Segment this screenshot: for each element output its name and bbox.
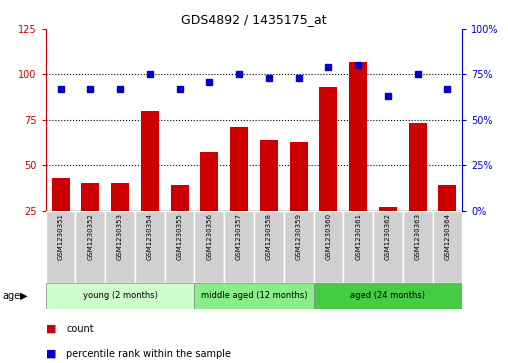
Text: ▶: ▶: [20, 291, 28, 301]
Text: ■: ■: [46, 323, 56, 334]
Text: count: count: [66, 323, 93, 334]
Bar: [379, 207, 397, 211]
Text: GSM1230363: GSM1230363: [415, 213, 421, 260]
Bar: [81, 183, 99, 211]
Bar: [432, 211, 462, 283]
Text: GSM1230360: GSM1230360: [326, 213, 331, 260]
Bar: [313, 211, 343, 283]
Text: GSM1230351: GSM1230351: [57, 213, 64, 260]
Text: GSM1230357: GSM1230357: [236, 213, 242, 260]
Text: GSM1230355: GSM1230355: [177, 213, 182, 260]
Text: GSM1230359: GSM1230359: [296, 213, 302, 260]
Text: GSM1230352: GSM1230352: [87, 213, 93, 260]
Bar: [260, 140, 278, 211]
Bar: [201, 152, 218, 211]
Text: age: age: [3, 291, 21, 301]
Bar: [105, 211, 135, 283]
Text: percentile rank within the sample: percentile rank within the sample: [66, 349, 231, 359]
Bar: [46, 211, 76, 283]
Bar: [195, 211, 224, 283]
Bar: [284, 211, 313, 283]
Title: GDS4892 / 1435175_at: GDS4892 / 1435175_at: [181, 13, 327, 26]
Bar: [224, 211, 254, 283]
Bar: [313, 283, 462, 309]
Bar: [141, 111, 159, 211]
Bar: [403, 211, 432, 283]
Text: GSM1230354: GSM1230354: [147, 213, 153, 260]
Text: GSM1230361: GSM1230361: [355, 213, 361, 260]
Text: ■: ■: [46, 349, 56, 359]
Bar: [290, 142, 307, 211]
Text: middle aged (12 months): middle aged (12 months): [201, 291, 307, 300]
Bar: [409, 123, 427, 211]
Text: GSM1230353: GSM1230353: [117, 213, 123, 260]
Bar: [438, 185, 456, 211]
Bar: [165, 211, 195, 283]
Bar: [46, 283, 195, 309]
Bar: [230, 127, 248, 211]
Bar: [111, 183, 129, 211]
Bar: [254, 211, 284, 283]
Text: GSM1230362: GSM1230362: [385, 213, 391, 260]
Bar: [52, 178, 70, 211]
Text: GSM1230358: GSM1230358: [266, 213, 272, 260]
Text: GSM1230356: GSM1230356: [206, 213, 212, 260]
Bar: [195, 283, 313, 309]
Bar: [373, 211, 403, 283]
Text: young (2 months): young (2 months): [83, 291, 157, 300]
Bar: [320, 87, 337, 211]
Text: aged (24 months): aged (24 months): [351, 291, 425, 300]
Bar: [349, 62, 367, 211]
Bar: [76, 211, 105, 283]
Bar: [171, 185, 188, 211]
Bar: [135, 211, 165, 283]
Text: GSM1230364: GSM1230364: [444, 213, 451, 260]
Bar: [343, 211, 373, 283]
